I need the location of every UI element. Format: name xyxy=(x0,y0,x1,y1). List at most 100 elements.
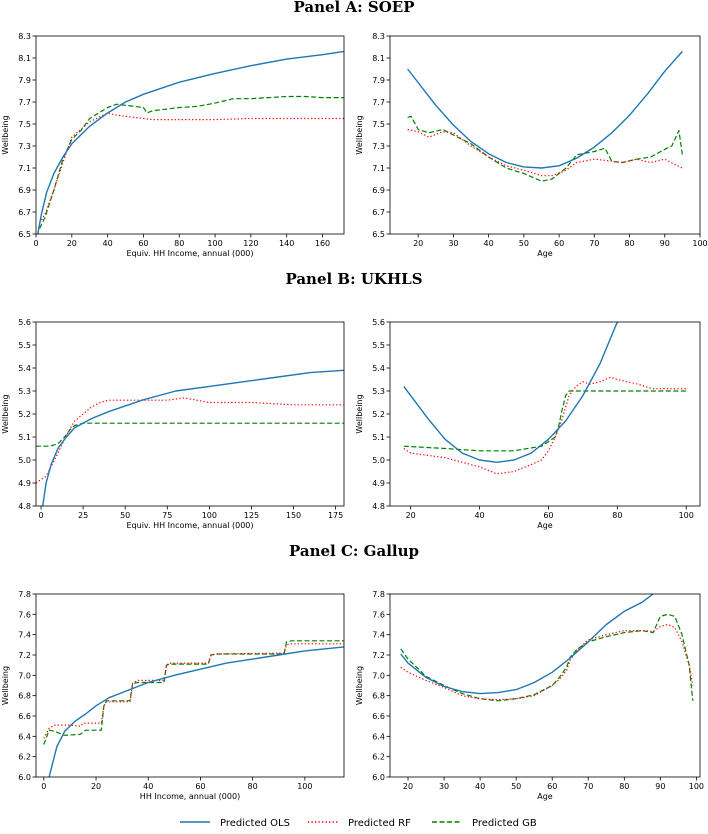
x-tick-label: 60 xyxy=(138,239,148,248)
x-tick-label: 20 xyxy=(406,511,416,520)
chart-2: 0 25 50 75 100 125 150 175 4.8 4.9 5.0 5.1 5.2 5.3 5.4… xyxy=(1,318,345,530)
series-line-rf xyxy=(403,376,687,475)
x-tick-label: 50 xyxy=(120,511,130,520)
y-tick-label: 4.9 xyxy=(18,479,31,488)
y-tick-label: 5.1 xyxy=(372,433,385,442)
y-tick-label: 7.1 xyxy=(18,164,31,173)
y-axis-label: Wellbeing xyxy=(355,115,364,154)
x-tick-label: 80 xyxy=(624,239,634,248)
y-tick-label: 7.2 xyxy=(18,651,31,660)
series-group xyxy=(400,594,694,702)
y-tick-label: 8.3 xyxy=(18,32,31,41)
y-tick-label: 5.4 xyxy=(18,364,31,373)
series-line-rf xyxy=(36,397,344,484)
x-tick-label: 20 xyxy=(67,239,77,248)
series-group xyxy=(43,640,344,777)
y-tick-label: 7.3 xyxy=(372,142,385,151)
x-tick-label: 25 xyxy=(78,511,88,520)
x-tick-label: 150 xyxy=(286,511,301,520)
y-tick-label: 6.9 xyxy=(372,186,385,195)
chart-0: 0 20 40 60 80 100 120 140 160 6.5 6.7 6.9 7.1 7.3 7.5 7… xyxy=(1,32,345,258)
x-tick-label: 70 xyxy=(589,239,599,248)
x-tick-label: 40 xyxy=(143,782,153,791)
y-tick-label: 6.4 xyxy=(372,732,385,741)
x-axis-label: Age xyxy=(537,792,553,801)
y-axis-label: Wellbeing xyxy=(1,394,10,433)
series-line-gb xyxy=(407,115,683,182)
x-tick-label: 40 xyxy=(474,511,484,520)
y-tick-label: 7.1 xyxy=(372,164,385,173)
chart-3: 20 40 60 80 100 4.8 4.9 5.0 5.1 5.2 5.3 5.4 5.5 5.6 Ag… xyxy=(355,318,701,530)
series-line-gb xyxy=(39,95,344,229)
x-tick-label: 90 xyxy=(660,239,670,248)
y-tick-label: 8.1 xyxy=(372,54,385,63)
x-tick-label: 50 xyxy=(519,239,529,248)
y-tick-label: 7.0 xyxy=(18,671,31,680)
series-group xyxy=(407,50,683,182)
y-axis-label: Wellbeing xyxy=(355,666,364,705)
series-group xyxy=(37,50,344,234)
series-line-gb xyxy=(36,422,344,447)
x-tick-label: 90 xyxy=(655,782,665,791)
y-tick-label: 6.2 xyxy=(372,753,385,762)
y-tick-label: 7.6 xyxy=(372,610,385,619)
x-tick-label: 0 xyxy=(39,511,44,520)
y-tick-label: 6.8 xyxy=(372,692,385,701)
x-tick-label: 20 xyxy=(413,239,423,248)
x-tick-label: 60 xyxy=(554,239,564,248)
y-tick-label: 7.3 xyxy=(18,142,31,151)
y-tick-label: 5.0 xyxy=(372,456,385,465)
chart-5: 20 30 40 50 60 70 80 90 100 6.0 6.2 6.4 6.6 6.8 7.0 7.2… xyxy=(355,590,704,801)
x-tick-label: 20 xyxy=(403,782,413,791)
x-tick-label: 60 xyxy=(543,511,553,520)
x-tick-label: 40 xyxy=(475,782,485,791)
y-tick-label: 7.7 xyxy=(372,98,385,107)
y-axis-label: Wellbeing xyxy=(355,394,364,433)
y-axis-label: Wellbeing xyxy=(1,115,10,154)
series-line-gb xyxy=(403,390,687,452)
chart-4: 0 20 40 60 80 100 6.0 6.2 6.4 6.6 6.8 7.0 7.2 7.4 7.6 7… xyxy=(1,590,345,801)
x-tick-label: 70 xyxy=(583,782,593,791)
plot-frame xyxy=(389,321,701,507)
y-tick-label: 7.5 xyxy=(18,120,31,129)
y-tick-label: 6.5 xyxy=(18,230,31,239)
y-tick-label: 7.8 xyxy=(372,590,385,599)
x-tick-label: 30 xyxy=(439,782,449,791)
y-tick-label: 5.5 xyxy=(18,341,31,350)
y-tick-label: 7.4 xyxy=(372,631,385,640)
x-tick-label: 40 xyxy=(103,239,113,248)
y-tick-label: 6.9 xyxy=(18,186,31,195)
x-tick-label: 100 xyxy=(679,511,694,520)
y-tick-label: 7.4 xyxy=(18,631,31,640)
series-group xyxy=(403,322,687,475)
y-tick-label: 6.6 xyxy=(372,712,385,721)
y-tick-label: 4.8 xyxy=(18,502,31,511)
y-tick-label: 6.2 xyxy=(18,753,31,762)
y-tick-label: 5.2 xyxy=(18,410,31,419)
y-tick-label: 4.8 xyxy=(372,502,385,511)
y-tick-label: 5.3 xyxy=(372,387,385,396)
panel-c-title: Panel C: Gallup xyxy=(289,542,419,560)
x-tick-label: 80 xyxy=(612,511,622,520)
x-tick-label: 80 xyxy=(619,782,629,791)
x-axis-label: HH Income, annual (000) xyxy=(140,792,240,801)
y-tick-label: 6.6 xyxy=(18,712,31,721)
series-line-rf xyxy=(407,128,683,177)
chart-1: 20 30 40 50 60 70 80 90 100 6.5 6.7 6.9 7.1 7.3 7.5 7.7… xyxy=(355,32,708,258)
x-tick-label: 100 xyxy=(202,511,217,520)
y-tick-label: 5.2 xyxy=(372,410,385,419)
legend: Predicted OLS Predicted RF Predicted GB xyxy=(180,818,537,829)
series-line-ols xyxy=(42,369,344,506)
series-line-rf xyxy=(43,643,344,739)
y-tick-label: 6.0 xyxy=(372,773,385,782)
y-tick-label: 6.7 xyxy=(18,208,31,217)
x-axis-label: Equiv. HH Income, annual (000) xyxy=(126,249,253,258)
series-line-gb xyxy=(400,613,694,702)
y-tick-label: 8.3 xyxy=(372,32,385,41)
series-line-ols xyxy=(48,646,344,777)
y-tick-label: 7.9 xyxy=(18,76,31,85)
series-line-ols xyxy=(403,322,618,463)
x-tick-label: 140 xyxy=(279,239,294,248)
y-tick-label: 5.6 xyxy=(18,318,31,327)
y-tick-label: 8.1 xyxy=(18,54,31,63)
